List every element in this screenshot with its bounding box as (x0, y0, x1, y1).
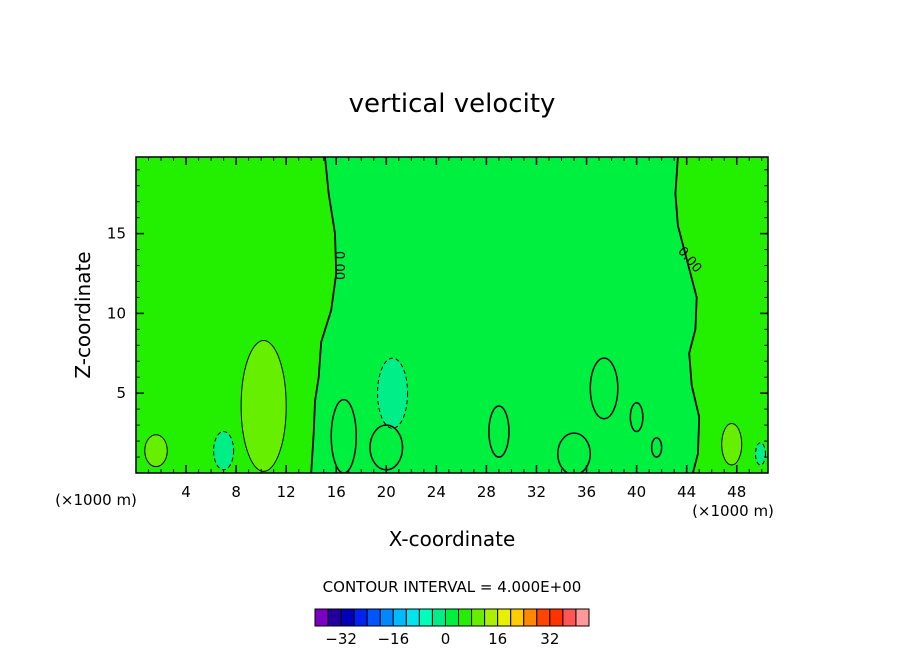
colorbar-label: −32 (325, 630, 357, 648)
contour-updraft-outer (240, 340, 287, 472)
colorbar-swatch (379, 608, 394, 627)
x-tick-label: 40 (627, 483, 646, 501)
colorbar-swatch (392, 608, 407, 627)
colorbar-swatch (353, 608, 368, 627)
colorbar-swatch (562, 608, 577, 627)
fill-zero-region (311, 157, 700, 473)
zero-contour-cell (488, 405, 510, 458)
contour-downdraft-7 (213, 431, 235, 471)
colorbar-label: 0 (441, 630, 451, 648)
zero-contour-right-boundary (674, 157, 701, 473)
zero-contour-cell (557, 432, 592, 473)
zero-contour-cell (589, 357, 619, 420)
zero-contour-cell (330, 398, 358, 473)
zero-contour-cell (629, 402, 644, 433)
y-tick-label: 15 (107, 225, 126, 243)
x-tick-label: 28 (477, 483, 496, 501)
colorbar: −32 −16 0 16 32 (314, 608, 590, 648)
contour-left-bump (144, 434, 168, 468)
x-axis-label: X-coordinate (389, 527, 516, 551)
y-tick-label: 5 (116, 384, 126, 402)
x-tick-label: 16 (327, 483, 346, 501)
contour-fills (136, 157, 768, 473)
colorbar-swatch (431, 608, 446, 627)
x-unit-left: (×1000 m) (55, 491, 137, 509)
colorbar-swatch (549, 608, 564, 627)
x-tick-label: 20 (377, 483, 396, 501)
colorbar-swatch (405, 608, 420, 627)
contour-downdraft-50 (754, 442, 766, 466)
colorbar-swatch (523, 608, 538, 627)
colorbar-swatch (327, 608, 342, 627)
contour-label: 0.00 (331, 251, 346, 280)
colorbar-swatch (444, 608, 460, 627)
x-tick-label: 32 (527, 483, 546, 501)
x-tick-label: 8 (231, 483, 241, 501)
colorbar-swatch (510, 608, 525, 627)
zero-contour-left-boundary (310, 157, 338, 473)
colorbar-swatch (314, 608, 329, 627)
x-tick-label: 48 (727, 483, 746, 501)
colorbar-label: 32 (540, 630, 559, 648)
x-tick-label: 44 (677, 483, 696, 501)
x-tick-label: 36 (577, 483, 596, 501)
x-tick-label: 24 (427, 483, 446, 501)
colorbar-swatch (458, 608, 473, 627)
contour-interval-text: CONTOUR INTERVAL = 4.000E+00 (323, 578, 582, 596)
colorbar-label: −16 (377, 630, 409, 648)
contour-right-bump (721, 423, 743, 466)
x-tick-label: 4 (181, 483, 191, 501)
colorbar-swatch (366, 608, 381, 627)
colorbar-swatch (418, 608, 433, 627)
colorbar-swatch (471, 608, 486, 627)
chart-title: vertical velocity (349, 89, 556, 119)
zero-contour-cell (650, 437, 663, 458)
colorbar-swatch (484, 608, 499, 627)
colorbar-swatch (575, 608, 590, 627)
plot-frame (135, 156, 769, 474)
colorbar-swatch (536, 608, 551, 627)
x-unit-right: (×1000 m) (692, 502, 774, 520)
contour-downdraft-20 (377, 357, 409, 429)
y-axis-label: Z-coordinate (71, 251, 95, 378)
colorbar-label: 16 (488, 630, 507, 648)
y-tick-label: 10 (107, 304, 126, 322)
colorbar-swatch (340, 608, 355, 627)
x-tick-label: 12 (277, 483, 296, 501)
colorbar-swatch (497, 608, 512, 627)
